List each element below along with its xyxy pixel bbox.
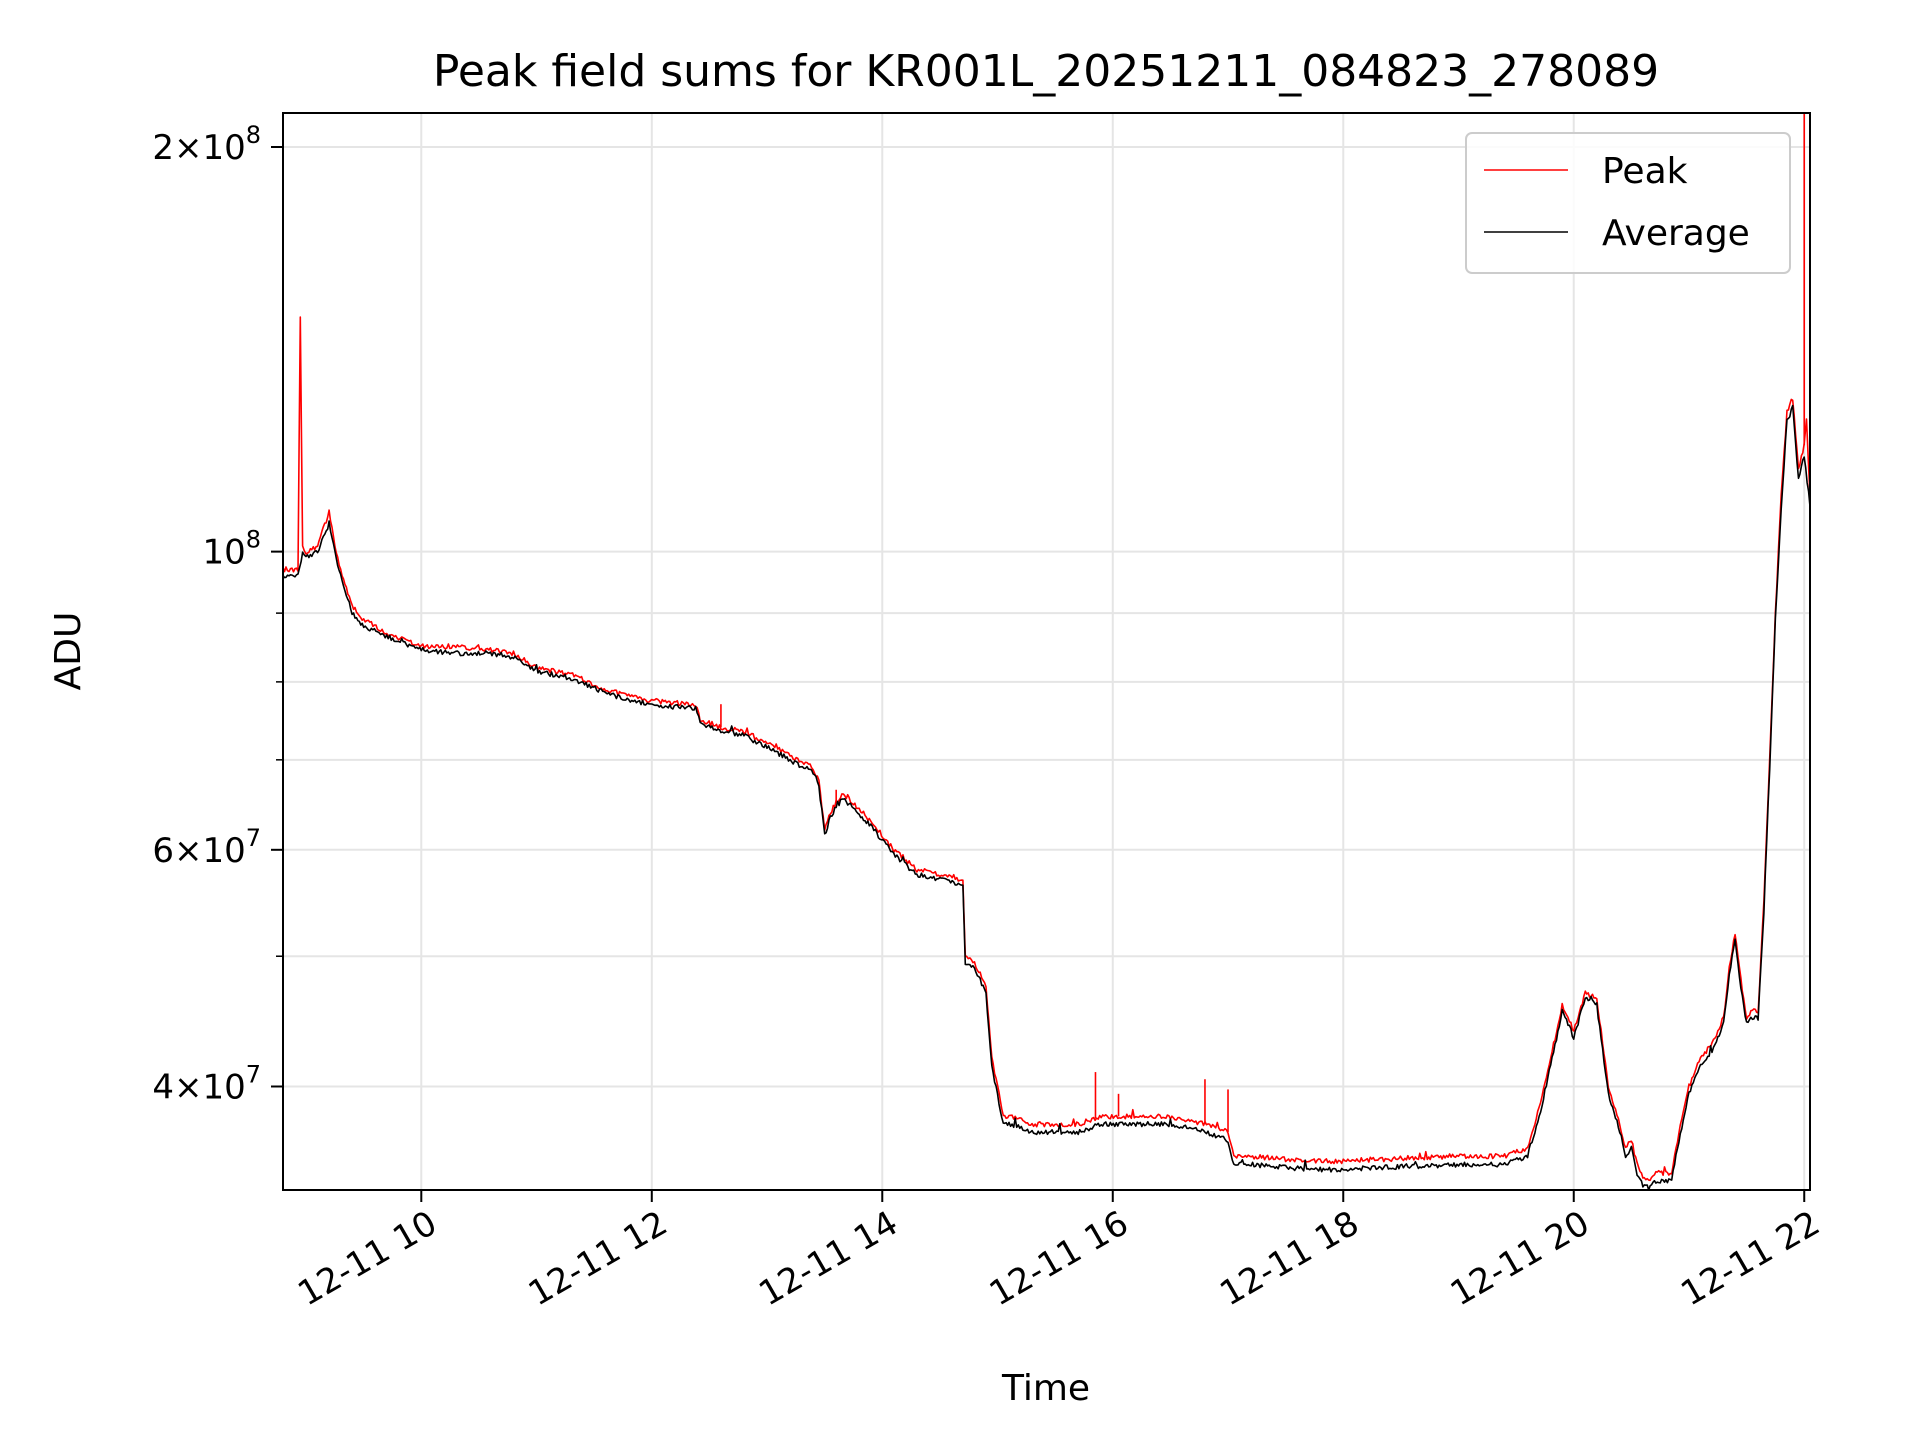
- y-tick-label: 6×107: [152, 824, 261, 871]
- y-tick-label: 108: [202, 526, 261, 573]
- legend-average-label: Average: [1602, 213, 1750, 254]
- axes-frame: [282, 112, 1811, 1191]
- grid: [283, 113, 1810, 1190]
- y-tick-label: 4×107: [152, 1060, 261, 1107]
- plot-area: [283, 113, 1810, 1190]
- y-tick-label: 2×108: [152, 121, 261, 168]
- legend: Peak Average: [1465, 132, 1791, 274]
- legend-peak-label: Peak: [1602, 151, 1688, 192]
- chart-title: Peak field sums for KR001L_20251211_0848…: [433, 46, 1659, 97]
- average-series-line: [283, 404, 1810, 1190]
- legend-box: [1465, 132, 1791, 274]
- y-axis-label: ADU: [48, 612, 89, 691]
- x-axis-label: Time: [1001, 1368, 1090, 1409]
